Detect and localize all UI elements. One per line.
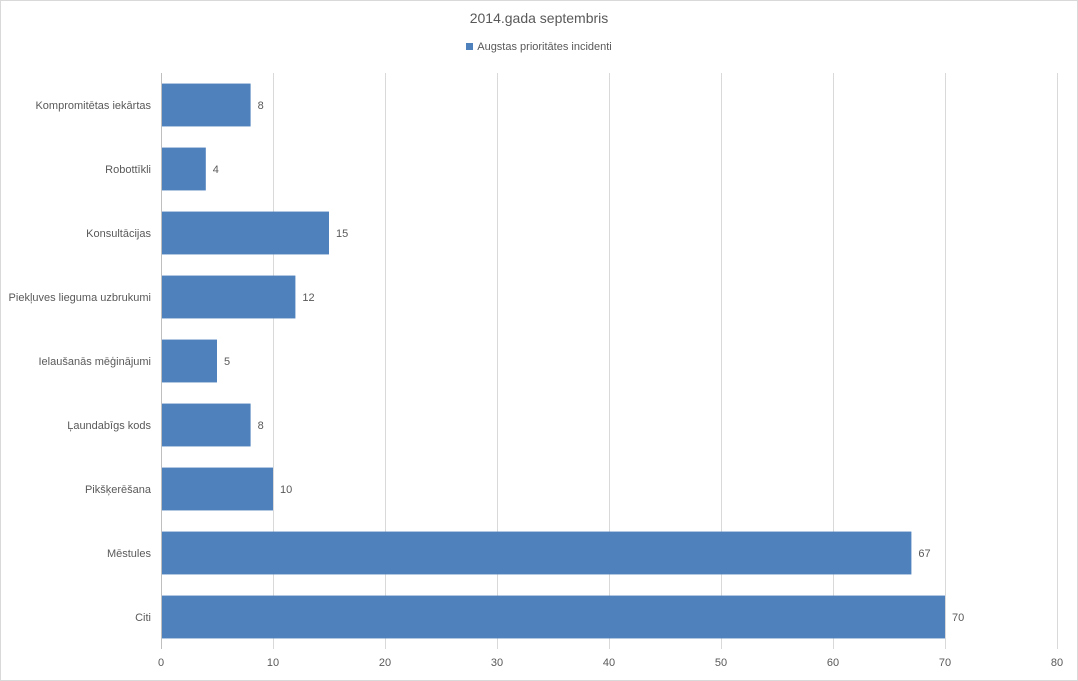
category-label: Robottīkli bbox=[105, 164, 151, 176]
data-label: 70 bbox=[952, 612, 964, 624]
bar bbox=[161, 339, 217, 383]
data-label: 8 bbox=[258, 420, 264, 432]
bar bbox=[161, 403, 251, 447]
legend-label: Augstas prioritātes incidenti bbox=[477, 41, 612, 53]
bar bbox=[161, 595, 945, 639]
legend: Augstas prioritātes incidenti bbox=[0, 41, 1078, 53]
category-label: Ielaušanās mēģinājumi bbox=[38, 355, 151, 368]
data-label: 5 bbox=[224, 356, 230, 368]
x-tick-label: 10 bbox=[267, 657, 279, 669]
x-tick-label: 0 bbox=[158, 657, 164, 669]
data-label: 67 bbox=[918, 548, 930, 560]
x-tick-label: 30 bbox=[491, 657, 503, 669]
x-tick-label: 60 bbox=[827, 657, 839, 669]
bar bbox=[161, 531, 912, 575]
bar bbox=[161, 83, 251, 127]
bar bbox=[161, 275, 296, 319]
x-tick-label: 20 bbox=[379, 657, 391, 669]
data-label: 15 bbox=[336, 228, 348, 240]
bar bbox=[161, 467, 273, 511]
legend-swatch bbox=[466, 43, 474, 50]
category-label: Pikšķerēšana bbox=[85, 484, 152, 496]
bar bbox=[161, 211, 329, 255]
data-label: 4 bbox=[213, 164, 219, 176]
chart-title: 2014.gada septembris bbox=[469, 10, 609, 26]
category-label: Konsultācijas bbox=[86, 228, 151, 240]
category-label: Kompromitētas iekārtas bbox=[35, 100, 151, 112]
x-tick-label: 70 bbox=[939, 657, 951, 669]
data-label: 10 bbox=[280, 484, 292, 496]
category-label: Citi bbox=[135, 612, 151, 624]
data-label: 12 bbox=[302, 292, 314, 304]
x-tick-label: 40 bbox=[603, 657, 615, 669]
category-label: Mēstules bbox=[107, 548, 152, 560]
x-tick-label: 50 bbox=[715, 657, 727, 669]
x-tick-label: 80 bbox=[1051, 657, 1063, 669]
data-label: 8 bbox=[258, 100, 264, 112]
category-label: Ļaundabīgs kods bbox=[67, 420, 151, 432]
category-label: Piekļuves lieguma uzbrukumi bbox=[9, 292, 151, 304]
bar bbox=[161, 147, 206, 191]
